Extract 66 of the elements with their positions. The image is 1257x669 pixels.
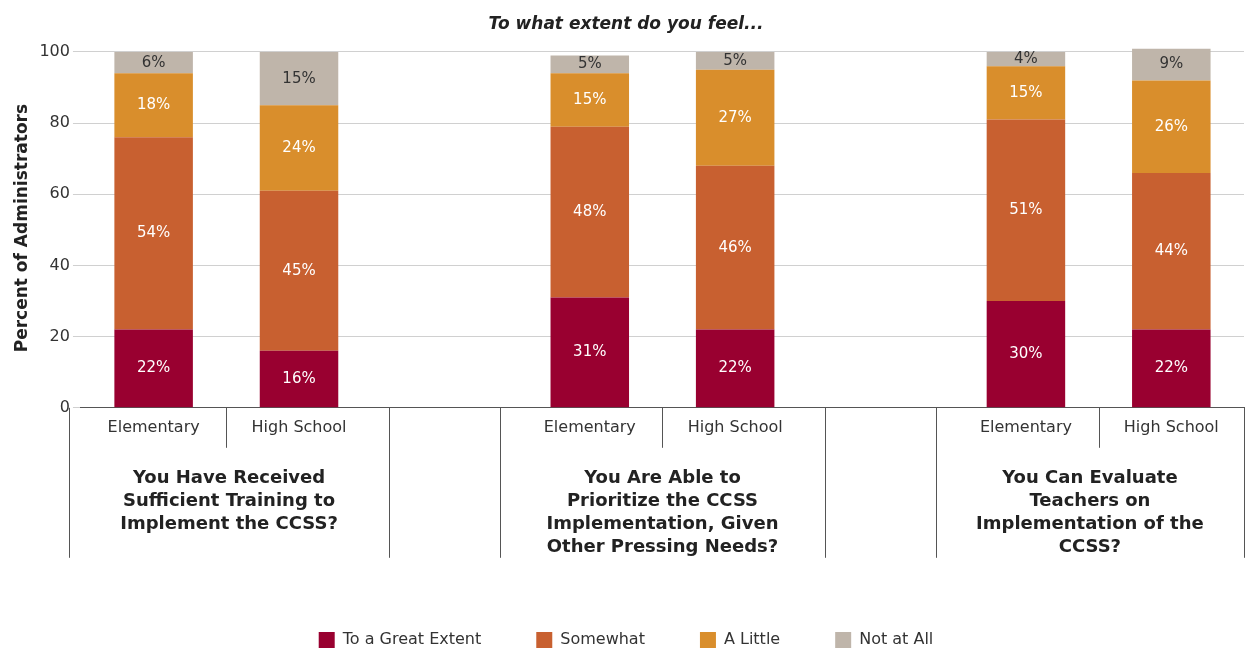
data-label: 15% [282, 68, 316, 87]
bar [259, 51, 339, 106]
bar [1132, 48, 1211, 81]
data-label: 15% [573, 89, 607, 108]
data-label: 24% [282, 137, 316, 156]
chart-title: To what extent do you feel... [488, 12, 764, 33]
bar [986, 301, 1066, 408]
data-label: 51% [1009, 200, 1043, 219]
bar [114, 137, 193, 330]
x-tick-label: High School [1123, 416, 1219, 436]
y-axis-title: Percent of Administrators [10, 103, 31, 353]
data-label: 30% [1009, 344, 1043, 363]
bar [1132, 80, 1211, 173]
data-label: 16% [282, 368, 316, 387]
bar [259, 105, 339, 191]
y-tick-label: 40 [49, 254, 70, 274]
x-tick-label: High School [251, 416, 347, 436]
x-tick-label: Elementary [107, 416, 200, 436]
y-tick-label: 100 [39, 41, 70, 61]
data-label: 27% [718, 107, 752, 126]
bar [695, 51, 775, 70]
x-tick-label: Elementary [543, 416, 636, 436]
bar [695, 165, 775, 330]
bar [695, 329, 775, 408]
data-label: 22% [136, 358, 171, 377]
bar [114, 329, 193, 408]
data-label: 22% [718, 358, 752, 377]
x-tick-label: High School [687, 416, 783, 436]
data-label: 4% [1014, 48, 1038, 67]
data-label: 15% [1009, 82, 1043, 101]
y-tick-label: 80 [49, 112, 70, 132]
bar [1132, 172, 1211, 330]
data-label: 31% [573, 342, 607, 361]
legend-label: A Little [723, 629, 781, 649]
x-tick-label: Elementary [979, 416, 1072, 436]
y-tick-label: 0 [59, 396, 70, 416]
bar [114, 73, 193, 138]
data-label: 44% [1154, 241, 1188, 260]
legend-label: Somewhat [560, 629, 645, 649]
bar [550, 126, 630, 298]
bar [259, 190, 339, 351]
data-label: 45% [282, 260, 316, 279]
bar [259, 350, 339, 408]
data-label: 48% [573, 201, 607, 220]
bar [550, 297, 630, 408]
data-label: 9% [1159, 54, 1184, 73]
legend-label: Not at All [859, 629, 934, 649]
data-label: 22% [1154, 358, 1188, 377]
y-tick-label: 20 [49, 325, 70, 345]
legend-label: To a Great Extent [341, 629, 482, 649]
y-tick-label: 60 [49, 183, 70, 203]
bar [550, 73, 630, 127]
text: You Have Received Sufficient Training to Implement the CCSS? [120, 466, 338, 534]
text: You Are Able to Prioritize the CCSS Implementation, Given Other Pressing Needs? [546, 466, 779, 557]
bar [986, 66, 1066, 120]
bar [695, 69, 775, 166]
data-label: 5% [577, 54, 602, 73]
data-label: 5% [723, 50, 748, 69]
data-label: 6% [141, 52, 166, 71]
bar [1132, 329, 1211, 408]
data-label: 54% [136, 223, 171, 242]
data-label: 18% [136, 95, 171, 114]
data-label: 46% [718, 237, 752, 256]
text: You Can Evaluate Teachers on Implementation of the CCSS? [976, 466, 1204, 557]
data-label: 26% [1154, 116, 1188, 135]
bar [986, 119, 1066, 302]
